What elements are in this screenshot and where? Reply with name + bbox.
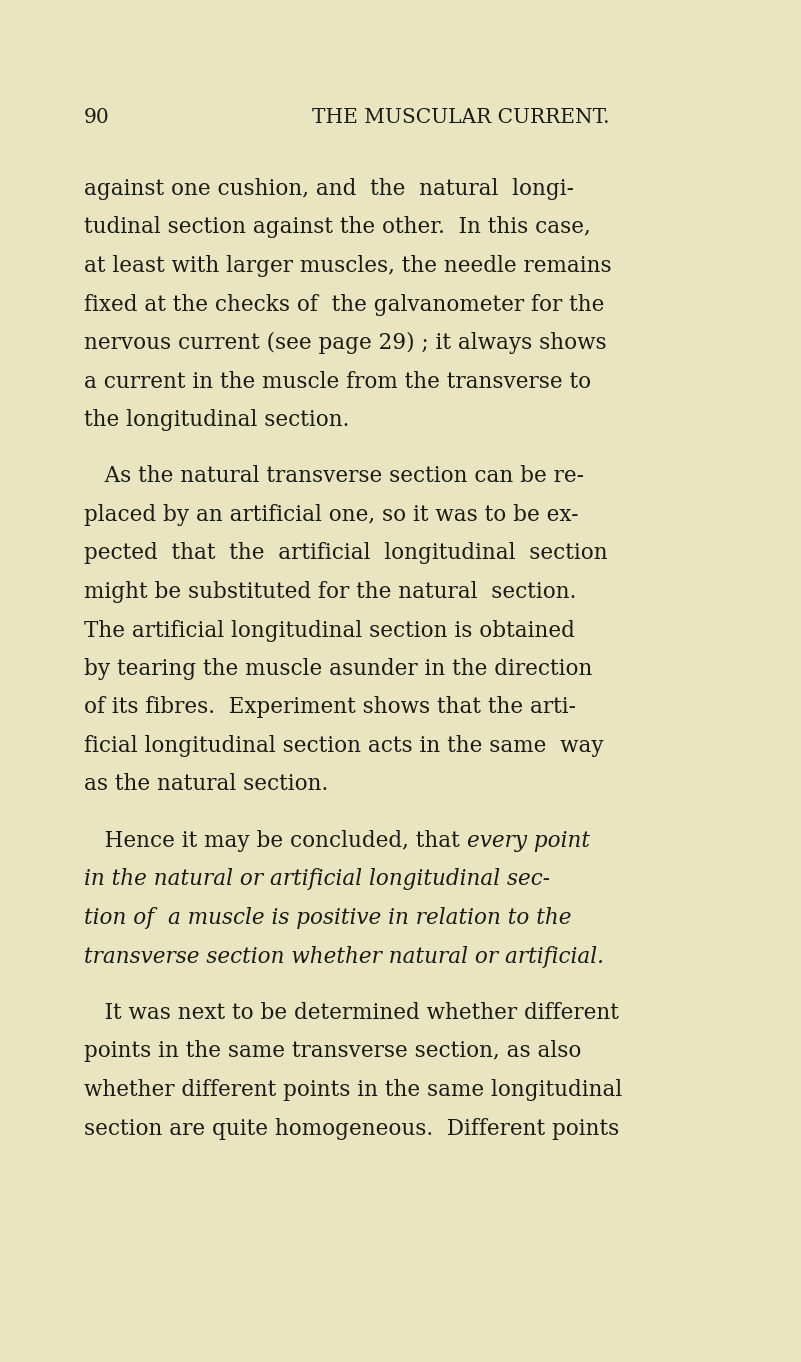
Text: points in the same transverse section, as also: points in the same transverse section, a…	[84, 1041, 582, 1062]
Text: placed by an artificial one, so it was to be ex-: placed by an artificial one, so it was t…	[84, 504, 578, 526]
Text: nervous current (see page 29) ; it always shows: nervous current (see page 29) ; it alway…	[84, 332, 606, 354]
Text: the longitudinal section.: the longitudinal section.	[84, 409, 349, 430]
Text: tion of  a muscle is positive in relation to the: tion of a muscle is positive in relation…	[84, 907, 571, 929]
Text: whether different points in the same longitudinal: whether different points in the same lon…	[84, 1079, 622, 1100]
Text: a current in the muscle from the transverse to: a current in the muscle from the transve…	[84, 370, 591, 392]
Text: by tearing the muscle asunder in the direction: by tearing the muscle asunder in the dir…	[84, 658, 593, 680]
Text: transverse section whether natural or artificial.: transverse section whether natural or ar…	[84, 945, 604, 967]
Text: every point: every point	[467, 829, 590, 853]
Text: against one cushion, and  the  natural  longi-: against one cushion, and the natural lon…	[84, 178, 574, 200]
Text: fixed at the checks of  the galvanometer for the: fixed at the checks of the galvanometer …	[84, 293, 605, 316]
Text: as the natural section.: as the natural section.	[84, 774, 328, 795]
Text: might be substituted for the natural  section.: might be substituted for the natural sec…	[84, 582, 577, 603]
Text: It was next to be determined whether different: It was next to be determined whether dif…	[84, 1002, 619, 1024]
Text: Hence it may be concluded, that: Hence it may be concluded, that	[84, 829, 467, 853]
Text: of its fibres.  Experiment shows that the arti-: of its fibres. Experiment shows that the…	[84, 696, 576, 719]
Text: THE MUSCULAR CURRENT.: THE MUSCULAR CURRENT.	[312, 108, 610, 127]
Text: at least with larger muscles, the needle remains: at least with larger muscles, the needle…	[84, 255, 612, 276]
Text: pected  that  the  artificial  longitudinal  section: pected that the artificial longitudinal …	[84, 542, 608, 564]
Text: As the natural transverse section can be re-: As the natural transverse section can be…	[84, 466, 584, 488]
Text: 90: 90	[84, 108, 110, 127]
Text: in the natural or artificial longitudinal sec-: in the natural or artificial longitudina…	[84, 869, 550, 891]
Text: tudinal section against the other.  In this case,: tudinal section against the other. In th…	[84, 217, 591, 238]
Text: ficial longitudinal section acts in the same  way: ficial longitudinal section acts in the …	[84, 735, 604, 757]
Text: section are quite homogeneous.  Different points: section are quite homogeneous. Different…	[84, 1117, 619, 1140]
Text: The artificial longitudinal section is obtained: The artificial longitudinal section is o…	[84, 620, 575, 642]
